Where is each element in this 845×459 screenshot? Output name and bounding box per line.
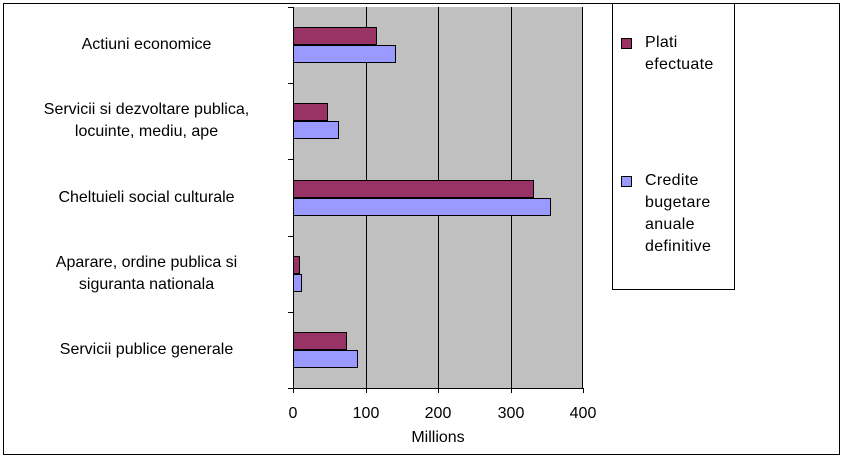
- y-tick-mark: [288, 236, 293, 237]
- gridline: [582, 7, 583, 388]
- bar-series-1: [293, 121, 339, 139]
- x-tick-mark: [366, 388, 367, 393]
- x-tick-label: 400: [569, 405, 597, 422]
- y-tick-mark: [288, 312, 293, 313]
- x-tick-mark: [511, 388, 512, 393]
- category-label: Servicii publice generale: [59, 341, 234, 358]
- x-tick-label: 200: [424, 405, 452, 422]
- category-label: Servicii si dezvoltare publica, locuinte…: [43, 101, 250, 140]
- bar-series-0: [293, 180, 534, 198]
- bar-series-1: [293, 198, 551, 216]
- x-tick-mark: [583, 388, 584, 393]
- bar-series-0: [293, 27, 377, 45]
- y-tick-mark: [288, 83, 293, 84]
- x-axis-label: Millions: [411, 429, 465, 446]
- category-label: Cheltuieli social culturale: [58, 189, 235, 206]
- bar-series-1: [293, 45, 396, 63]
- category-label: Aparare, ordine publica si siguranta nat…: [55, 254, 238, 293]
- legend-swatch-plati: [621, 38, 632, 49]
- legend-label-credite: Credite bugetare anuale definitive: [645, 172, 712, 255]
- legend: Plati efectuate Credite bugetare anuale …: [612, 3, 735, 290]
- x-tick-label: 100: [352, 405, 380, 422]
- y-tick-mark: [288, 388, 293, 389]
- y-tick-mark: [288, 7, 293, 8]
- bar-series-0: [293, 256, 300, 274]
- x-tick-mark: [293, 388, 294, 393]
- bar-series-1: [293, 350, 358, 368]
- legend-label-plati: Plati efectuate: [645, 34, 714, 73]
- x-tick-label: 0: [288, 405, 298, 422]
- bar-series-0: [293, 103, 328, 121]
- category-label: Actiuni economice: [81, 36, 212, 53]
- bar-series-0: [293, 332, 347, 350]
- x-tick-mark: [438, 388, 439, 393]
- x-tick-label: 300: [497, 405, 525, 422]
- legend-swatch-credite: [621, 176, 632, 187]
- bar-series-1: [293, 274, 302, 292]
- y-tick-mark: [288, 159, 293, 160]
